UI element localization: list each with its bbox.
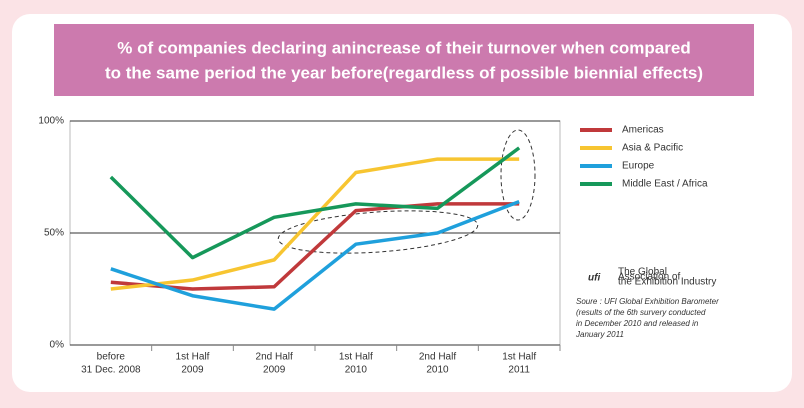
series-line [110,157,520,291]
logo: ufi [588,273,600,284]
x-tick-label: 2010 [426,365,449,376]
source-text: January 2011 [575,330,624,339]
x-tick-label: 2nd Half [419,352,456,363]
x-tick-label: 1st Half [502,352,536,363]
legend-label: Americas [622,125,664,136]
legend-label: Middle East / Africa [622,179,708,190]
series-line [109,146,521,260]
title-banner [54,24,754,96]
x-tick-label: 2011 [508,365,530,376]
chart-title: to the same period the year before(regar… [105,63,703,82]
x-tick-label: before [97,352,126,363]
logo-tagline: Association of [618,272,680,283]
x-tick-label: 2nd Half [256,352,293,363]
annotation-ellipse [277,210,479,254]
x-tick-label: 2010 [345,365,368,376]
source-text: Soure : UFI Global Exhibition Barometer [576,297,719,306]
logo-tagline: The Global [618,267,667,278]
chart-title: % of companies declaring anincrease of t… [117,38,690,57]
annotation-ellipse [500,129,536,221]
y-tick-label: 100% [38,116,64,127]
x-tick-label: 31 Dec. 2008 [81,365,141,376]
legend-label: Asia & Pacific [622,143,683,154]
y-tick-label: 0% [50,340,65,351]
x-tick-label: 1st Half [176,352,210,363]
legend-label: Europe [622,161,655,172]
x-tick-label: 2009 [181,365,204,376]
x-tick-label: 1st Half [339,352,373,363]
source-text: (results of the 6th survery conducted [576,308,706,317]
y-tick-label: 50% [44,228,64,239]
series-line [110,202,520,291]
source-text: in December 2010 and released in [576,319,699,328]
series-line [110,200,520,311]
logo-tagline: the Exhibition Industry [618,277,716,288]
x-tick-label: 2009 [263,365,286,376]
